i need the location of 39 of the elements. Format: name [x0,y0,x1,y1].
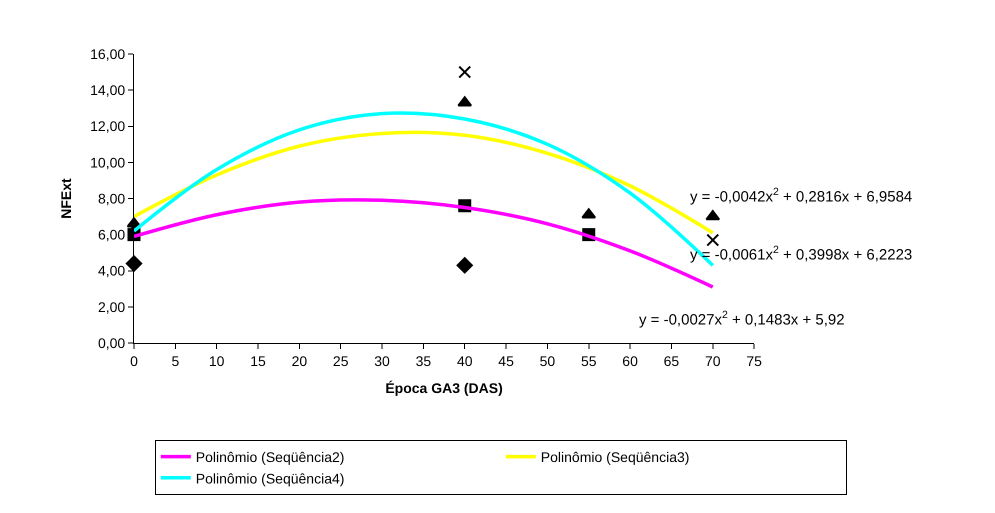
annotation: y = -0,0027x$^{2}$ + 0,1483x + 5,92 [639,309,845,328]
point [456,257,473,274]
x-tick-label: 5 [171,352,180,369]
y-tick-label: 8,00 [98,190,126,206]
point [126,255,142,272]
x-tick-label: 20 [292,352,308,369]
x-tick-label: 75 [746,352,762,369]
legend-label: Polinômio (Seqüência4) [196,470,344,486]
y-tick-label: 4,00 [98,262,126,279]
annotation: y = -0,0061x$^{2}$ + 0,3998x + 6,2223 [690,244,912,264]
x-tick-label: 30 [374,352,390,369]
y-tick-label: 10,00 [90,154,126,170]
x-tick-label: 45 [498,352,514,369]
x-tick-label: 0 [130,352,138,369]
x-tick-label: 55 [580,352,597,369]
x-tick-label: 10 [208,352,225,369]
y-tick-label: 14,00 [90,82,126,98]
y-tick-label: 2,00 [98,298,126,315]
x-tick-label: 60 [622,352,638,369]
annotation: y = -0,0042x$^{2}$ + 0,2816x + 6,9584 [690,186,912,206]
x-tick-label: 40 [456,352,473,369]
y-tick-label: 12,00 [90,118,126,134]
point [706,234,720,247]
point [457,96,472,107]
x-axis-title: Época GA3 (DAS) [385,380,503,396]
x-tick-label: 70 [704,352,721,369]
x-tick-label: 15 [250,352,266,369]
y-tick-label: 16,00 [90,46,126,62]
legend-label: Polinômio (Seqüência3) [540,449,690,466]
x-tick-label: 35 [416,352,432,369]
x-tick-label: 50 [540,352,556,369]
y-tick-label: 6,00 [98,226,126,243]
x-tick-label: 65 [664,352,680,369]
point [581,208,596,219]
y-axis-title: NFExt [58,178,74,219]
y-tick-label: 0,00 [98,334,126,351]
point [458,66,472,79]
legend-label: Polinômio (Seqüência2) [196,449,344,466]
x-tick-label: 25 [332,352,349,369]
